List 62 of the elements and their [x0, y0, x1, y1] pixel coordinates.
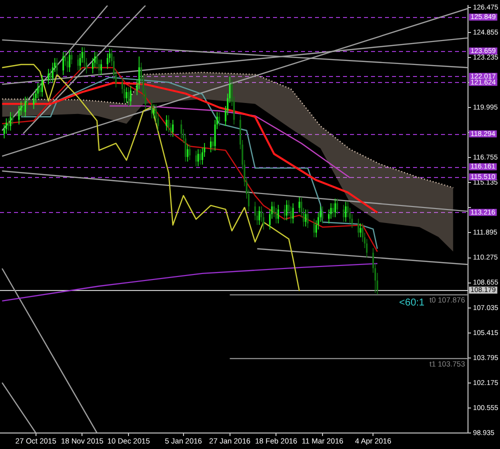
candlestick	[100, 59, 102, 76]
candlestick	[56, 58, 58, 76]
candlestick	[126, 87, 128, 104]
candlestick	[197, 148, 199, 167]
candlestick	[24, 96, 26, 118]
candlestick	[106, 53, 108, 70]
candlestick	[330, 202, 332, 220]
candlestick	[6, 118, 8, 134]
candlestick	[277, 204, 280, 224]
candlestick	[37, 82, 39, 99]
candlestick	[52, 62, 54, 84]
candlestick	[358, 218, 360, 238]
candlestick	[180, 119, 182, 139]
candlestick	[22, 100, 24, 118]
candlestick	[210, 136, 212, 153]
candlestick	[199, 148, 202, 166]
candlestick	[8, 118, 10, 132]
candlestick	[150, 99, 153, 119]
candlestick	[334, 198, 336, 218]
candlestick	[286, 200, 288, 221]
candlestick	[77, 54, 79, 71]
annotation: <60:1	[399, 297, 425, 308]
candlestick	[153, 104, 155, 119]
candlestick	[10, 112, 12, 132]
candlestick	[306, 209, 309, 228]
candlestick	[202, 147, 204, 166]
candlestick	[186, 144, 188, 162]
candlestick	[41, 74, 43, 98]
candlestick	[39, 82, 41, 98]
candlestick	[342, 204, 344, 222]
candlestick	[344, 201, 347, 222]
candlestick	[172, 119, 174, 138]
candlestick	[322, 206, 324, 224]
candlestick	[184, 133, 186, 162]
candlestick	[218, 112, 220, 126]
candlestick	[332, 202, 334, 218]
candlestick	[313, 218, 315, 238]
candlestick	[130, 85, 132, 106]
candlestick	[284, 204, 286, 221]
candlestick	[360, 222, 362, 238]
candlestick	[258, 206, 260, 226]
candlestick	[195, 150, 197, 167]
candlestick	[70, 50, 72, 65]
candlestick	[336, 198, 338, 215]
candlestick	[18, 106, 20, 125]
candlestick	[304, 209, 306, 227]
candlestick	[168, 114, 170, 133]
candlestick	[254, 201, 256, 221]
candlestick	[166, 114, 168, 132]
candlestick	[68, 50, 70, 72]
candlestick	[292, 202, 294, 224]
candlestick	[26, 96, 28, 110]
candlestick	[212, 136, 214, 152]
candlestick	[128, 87, 130, 106]
candlestick	[66, 56, 68, 72]
candlestick	[32, 93, 35, 110]
candlestick	[62, 51, 64, 76]
candlestick	[48, 68, 50, 85]
candlestick	[188, 144, 191, 160]
candlestick	[12, 112, 14, 125]
candlestick	[50, 68, 52, 84]
candlestick	[298, 196, 300, 213]
